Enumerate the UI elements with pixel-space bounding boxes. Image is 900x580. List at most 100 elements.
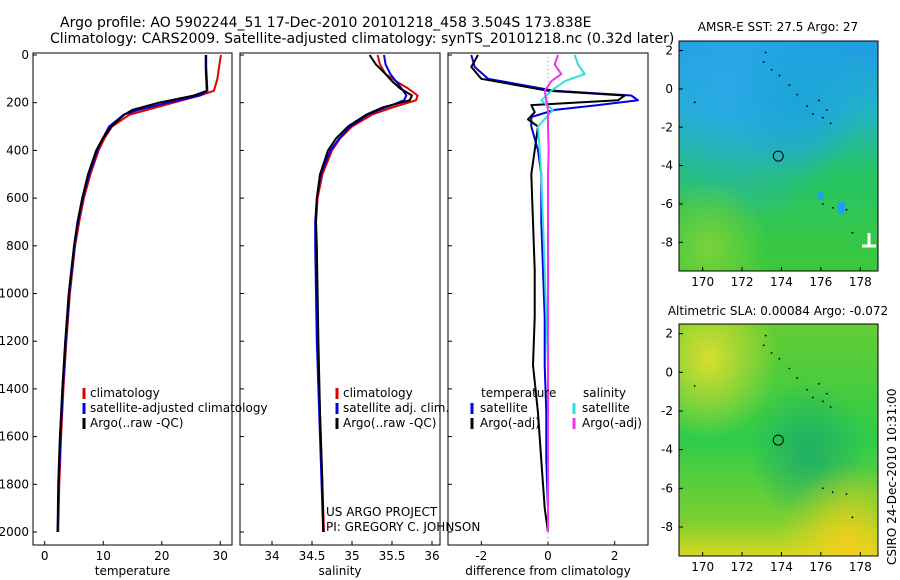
legend-label: Argo(-adj) [582, 416, 642, 430]
salinity-panel-frame [239, 52, 441, 546]
salinity-panel-series-satellite [314, 54, 408, 533]
island-dot [817, 99, 820, 102]
y-tick-label: 1200 [0, 334, 29, 348]
island-dot [831, 491, 834, 494]
sst-map-title: AMSR-E SST: 27.5 Argo: 27 [698, 20, 858, 34]
island-dot [825, 392, 828, 395]
map-scale-mark-icon [862, 233, 876, 248]
x-axis-label: temperature [95, 564, 170, 578]
y-tick-label: -4 [661, 443, 673, 457]
island-dot [762, 344, 765, 347]
x-tick-label: -2 [475, 549, 487, 563]
island-dot [778, 357, 781, 360]
island-dot [788, 84, 791, 86]
island-dot [851, 231, 854, 234]
island-dot [851, 516, 854, 519]
x-tick-label: 176 [809, 275, 832, 289]
salinity-panel-series-climatology [315, 54, 419, 533]
x-tick-label: 36 [424, 549, 439, 563]
island-dot [831, 206, 834, 209]
island-dot [693, 101, 696, 104]
x-tick-label: 170 [691, 560, 714, 574]
x-tick-label: 34 [264, 549, 279, 563]
credit-line1: US ARGO PROJECT [326, 505, 438, 519]
island-dot [812, 112, 814, 115]
x-tick-label: 2 [611, 549, 619, 563]
sst-map-frame [678, 40, 879, 272]
x-tick-label: 172 [731, 275, 754, 289]
x-tick-label: 35.5 [379, 549, 406, 563]
y-tick-label: -2 [661, 120, 673, 134]
island-dot [821, 116, 824, 119]
x-tick-label: 178 [849, 275, 872, 289]
argo-float-marker [772, 150, 784, 162]
difference-panel-series-salinity-satellite [537, 54, 586, 532]
sla-map-title: Altimetric SLA: 0.00084 Argo: -0.072 [668, 304, 888, 318]
sst-map-warm-patch [679, 41, 878, 271]
x-tick-label: 170 [691, 275, 714, 289]
island-dot [806, 105, 808, 108]
legend-label: Argo(..raw -QC) [90, 416, 183, 430]
legend-header: temperature [481, 386, 556, 400]
x-tick-label: 34.5 [299, 549, 326, 563]
island-dot [825, 109, 828, 111]
y-tick-label: -6 [661, 197, 673, 211]
island-dot [788, 367, 791, 370]
y-tick-label: -8 [661, 520, 673, 534]
x-tick-label: 35 [344, 549, 359, 563]
legend-label: Argo(-adj) [480, 416, 540, 430]
island-dot [821, 203, 824, 205]
island-dot [764, 51, 767, 54]
y-tick-label: 400 [6, 143, 29, 157]
sst-map: 170 172 174 176 178 2 0 -2 -4 -6 -8 [661, 40, 879, 289]
island-dot [762, 61, 765, 63]
salinity-panel-series-argo [315, 54, 413, 533]
sla-map-high-patch-2 [679, 324, 878, 556]
island-dot [770, 68, 773, 71]
y-tick-label: 1800 [0, 477, 29, 491]
difference-panel-series-salinity-argo [543, 54, 563, 532]
y-tick-label: -8 [661, 235, 673, 249]
legend-label: satellite-adjusted climatology [90, 401, 268, 415]
x-tick-label: 174 [770, 560, 793, 574]
sst-cool-cell [818, 192, 824, 200]
island-dot [778, 74, 781, 77]
footer-stamp: CSIRO 24-Dec-2010 10:31:00 [885, 388, 899, 565]
temperature-panel: 0 200 400 600 800 1000 1200 1400 1600 1800 2000 0 10… [0, 48, 268, 578]
island-dot [845, 493, 848, 496]
x-tick-label: 20 [154, 549, 169, 563]
y-tick-label: 0 [665, 82, 673, 96]
legend-header: salinity [583, 386, 626, 400]
legend-label: climatology [343, 386, 413, 400]
y-tick-label: 800 [6, 239, 29, 253]
sst-cool-cell [838, 202, 845, 214]
y-tick-label: 2 [665, 44, 673, 58]
island-dot [796, 93, 799, 96]
legend-label: climatology [90, 386, 160, 400]
y-tick-label: 1000 [0, 287, 29, 301]
x-tick-label: 0 [544, 549, 552, 563]
x-tick-label: 30 [213, 549, 228, 563]
argo-float-marker [772, 434, 784, 446]
y-tick-label: 1400 [0, 382, 29, 396]
x-tick-label: 0 [41, 549, 49, 563]
salinity-panel: 34 34.5 35 35.5 36 salinity climatologysatelli… [239, 52, 449, 578]
figure-title-line1: Argo profile: AO 5902244_51 17-Dec-2010 … [60, 15, 591, 31]
legend-label: Argo(..raw -QC) [343, 416, 436, 430]
y-tick-label: 600 [6, 191, 29, 205]
legend-label: satellite [480, 401, 528, 415]
figure-title-line2: Climatology: CARS2009. Satellite-adjuste… [50, 31, 674, 47]
y-tick-label: 0 [665, 365, 673, 379]
x-tick-label: 174 [770, 275, 793, 289]
island-dot [812, 396, 814, 399]
y-tick-label: 200 [6, 96, 29, 110]
difference-panel-series-temperature-argo [470, 54, 626, 533]
island-dot [770, 352, 773, 354]
temperature-panel-frame [32, 52, 233, 546]
difference-panel-series-temperature-satellite [470, 54, 639, 532]
x-tick-label: 178 [849, 560, 872, 574]
y-tick-label: -4 [661, 159, 673, 173]
temperature-panel-series-argo [56, 55, 208, 533]
